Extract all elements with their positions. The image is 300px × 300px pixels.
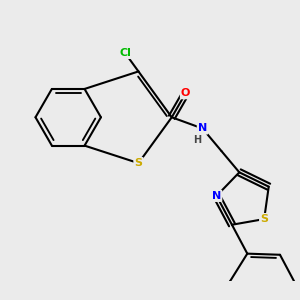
Text: S: S [260,214,268,224]
Text: O: O [181,88,190,98]
Text: Cl: Cl [119,48,131,58]
Text: N: N [212,191,221,201]
Text: N: N [198,124,207,134]
Text: H: H [194,135,202,145]
Text: S: S [134,158,142,168]
